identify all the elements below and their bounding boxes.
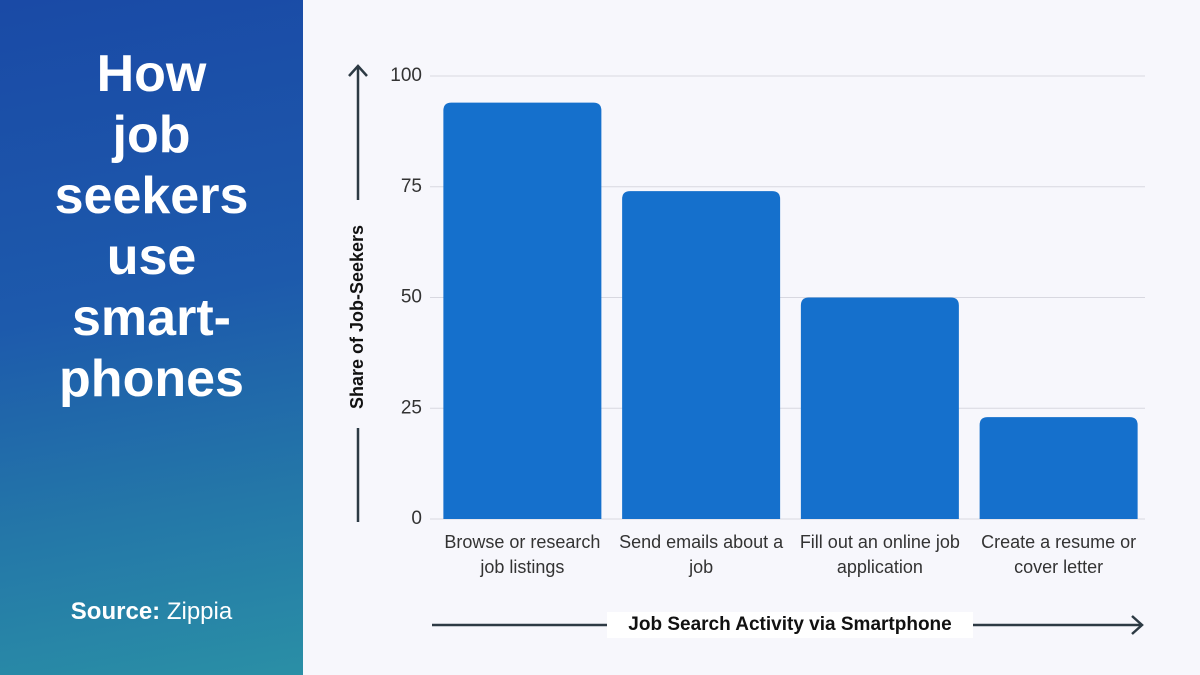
x-label-bg bbox=[607, 612, 973, 638]
y-tick-label: 25 bbox=[401, 397, 422, 418]
bar bbox=[979, 417, 1138, 519]
x-tick-label: Fill out an online job application bbox=[799, 532, 960, 577]
y-tick-label: 0 bbox=[411, 508, 422, 529]
source: Source: Zippia bbox=[0, 598, 303, 626]
x-tick-label: Browse or research job listings bbox=[444, 532, 601, 577]
y-tick-label: 75 bbox=[401, 176, 422, 197]
x-axis-label: Job Search Activity via Smartphone bbox=[628, 614, 951, 635]
y-label-bg bbox=[347, 200, 369, 428]
x-tick-label: Create a resume or cover letter bbox=[981, 532, 1137, 577]
side-panel: How job seekers use smart-phones Source:… bbox=[0, 0, 303, 675]
x-tick-label: Send emails about a job bbox=[619, 532, 784, 577]
y-arrow-head bbox=[348, 64, 368, 77]
bar bbox=[622, 191, 781, 519]
bar bbox=[443, 102, 602, 519]
y-tick-label: 50 bbox=[401, 287, 422, 308]
y-tick-label: 100 bbox=[390, 65, 422, 86]
chart-title: How job seekers use smart-phones bbox=[54, 45, 249, 408]
y-axis-label: Share of Job-Seekers bbox=[347, 225, 367, 409]
source-label: Source: bbox=[70, 598, 161, 625]
bar bbox=[800, 297, 959, 519]
x-arrow-head bbox=[1131, 615, 1144, 635]
source-name: Zippia bbox=[166, 598, 233, 625]
